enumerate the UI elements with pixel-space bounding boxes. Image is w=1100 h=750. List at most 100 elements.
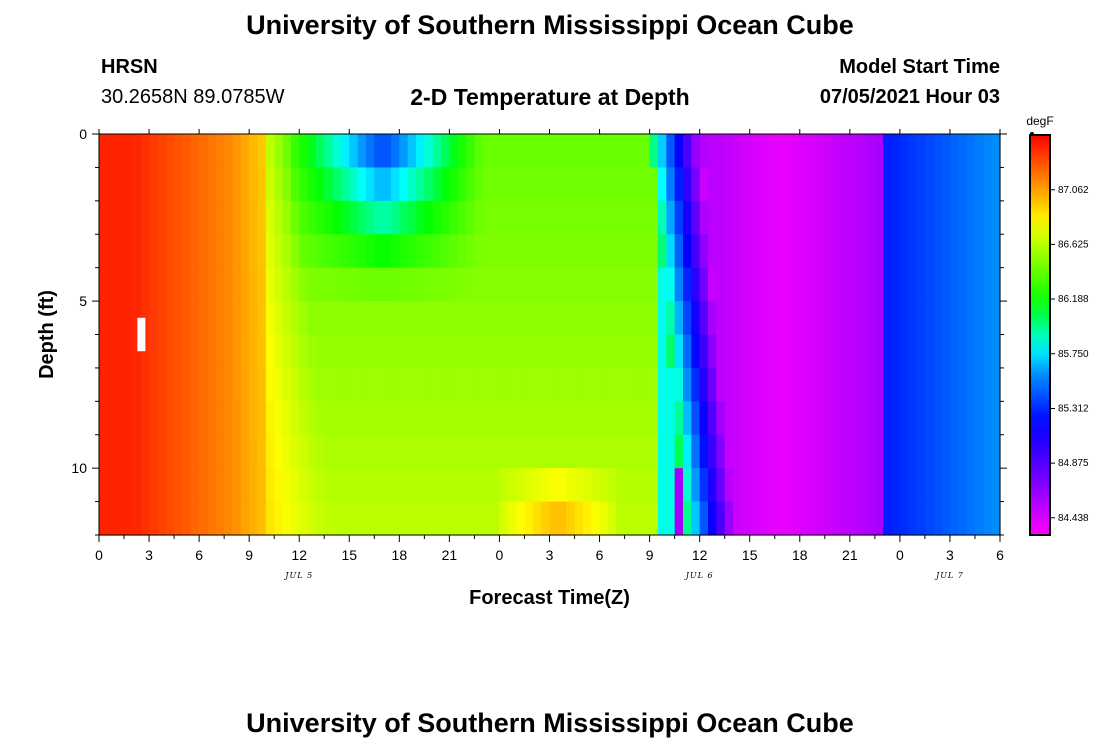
heatmap-cell — [582, 134, 592, 169]
heatmap-cell — [666, 367, 676, 402]
heatmap-cell — [315, 468, 325, 503]
heatmap-cell — [482, 501, 492, 536]
heatmap-cell — [566, 301, 576, 336]
heatmap-cell — [282, 334, 292, 369]
heatmap-cell — [741, 200, 751, 235]
heatmap-cell — [232, 134, 242, 169]
heatmap-cell — [657, 234, 667, 269]
heatmap-cell — [691, 334, 701, 369]
heatmap-cell — [182, 334, 192, 369]
heatmap-cell — [449, 434, 459, 469]
heatmap-cell — [858, 234, 868, 269]
heatmap-cell — [407, 501, 417, 536]
heatmap-cell — [941, 367, 951, 402]
heatmap-cell — [849, 501, 859, 536]
heatmap-cell — [566, 267, 576, 302]
heatmap-cell — [624, 167, 634, 202]
heatmap-cell — [140, 167, 150, 202]
heatmap-cell — [390, 234, 400, 269]
heatmap-cell — [924, 367, 934, 402]
heatmap-cell — [282, 367, 292, 402]
heatmap-cell — [324, 267, 334, 302]
heatmap-cell — [349, 334, 359, 369]
heatmap-cell — [941, 334, 951, 369]
heatmap-cell — [441, 468, 450, 503]
heatmap-cell — [215, 367, 225, 402]
x-tick-label: 9 — [646, 547, 654, 563]
heatmap-cell — [416, 434, 425, 469]
heatmap-cell — [699, 200, 709, 235]
heatmap-cell — [149, 501, 158, 536]
station-coordinates: 30.2658N 89.0785W — [101, 86, 285, 108]
heatmap-cell — [307, 401, 317, 436]
heatmap-cell — [974, 301, 984, 336]
heatmap-cell — [933, 301, 943, 336]
y-tick-label: 0 — [79, 126, 87, 142]
heatmap-cell — [657, 167, 667, 202]
heatmap-cell — [524, 434, 534, 469]
heatmap-cell — [390, 334, 400, 369]
heatmap-cell — [649, 267, 659, 302]
heatmap-cell — [507, 200, 517, 235]
heatmap-cell — [866, 401, 876, 436]
heatmap-cell — [949, 267, 959, 302]
heatmap-cell — [682, 134, 692, 169]
heatmap-cell — [474, 401, 484, 436]
heatmap-cell — [557, 434, 567, 469]
heatmap-cell — [199, 200, 209, 235]
heatmap-cell — [724, 301, 734, 336]
heatmap-cell — [716, 434, 726, 469]
heatmap-cell — [340, 234, 350, 269]
heatmap-cell — [182, 234, 192, 269]
heatmap-cell — [841, 434, 851, 469]
heatmap-cell — [749, 468, 759, 503]
heatmap-cell — [891, 234, 901, 269]
heatmap-cell — [182, 134, 192, 169]
heatmap-cell — [482, 167, 492, 202]
heatmap-cell — [382, 301, 392, 336]
heatmap-cell — [916, 401, 926, 436]
heatmap-cell — [666, 334, 676, 369]
heatmap-cell — [983, 501, 993, 536]
heatmap-cell — [257, 401, 267, 436]
heatmap-cell — [107, 134, 117, 169]
heatmap-cell — [657, 301, 667, 336]
heatmap-cell — [799, 468, 809, 503]
heatmap-cell — [332, 367, 342, 402]
heatmap-cell — [549, 134, 559, 169]
heatmap-cell — [357, 367, 367, 402]
heatmap-cell — [758, 134, 767, 169]
heatmap-cell — [682, 234, 692, 269]
heatmap-cell — [532, 167, 542, 202]
heatmap-cell — [207, 267, 217, 302]
heatmap-cell — [390, 301, 400, 336]
heatmap-cell — [582, 167, 592, 202]
page-title: University of Southern Mississippi Ocean… — [246, 10, 854, 40]
heatmap-cell — [824, 167, 834, 202]
heatmap-cell — [666, 501, 676, 536]
heatmap-cell — [774, 234, 784, 269]
heatmap-cell — [641, 468, 651, 503]
heatmap-cell — [457, 334, 467, 369]
heatmap-cell — [933, 367, 943, 402]
heatmap-cell — [240, 434, 250, 469]
heatmap-cell — [349, 401, 359, 436]
heatmap-cell — [791, 367, 801, 402]
heatmap-cell — [949, 334, 959, 369]
heatmap-cell — [349, 200, 359, 235]
heatmap-cell — [532, 401, 542, 436]
heatmap-cell — [340, 200, 350, 235]
heatmap-cell — [949, 200, 959, 235]
heatmap-cell — [674, 367, 684, 402]
heatmap-cell — [616, 234, 626, 269]
heatmap-cell — [257, 200, 267, 235]
heatmap-cell — [157, 167, 167, 202]
heatmap-cell — [783, 167, 793, 202]
heatmap-cell — [240, 468, 250, 503]
heatmap-cell — [157, 367, 167, 402]
heatmap-cell — [791, 468, 801, 503]
heatmap-cell — [983, 434, 993, 469]
heatmap-cell — [741, 301, 751, 336]
heatmap-cell — [315, 401, 325, 436]
heatmap-cell — [933, 234, 943, 269]
